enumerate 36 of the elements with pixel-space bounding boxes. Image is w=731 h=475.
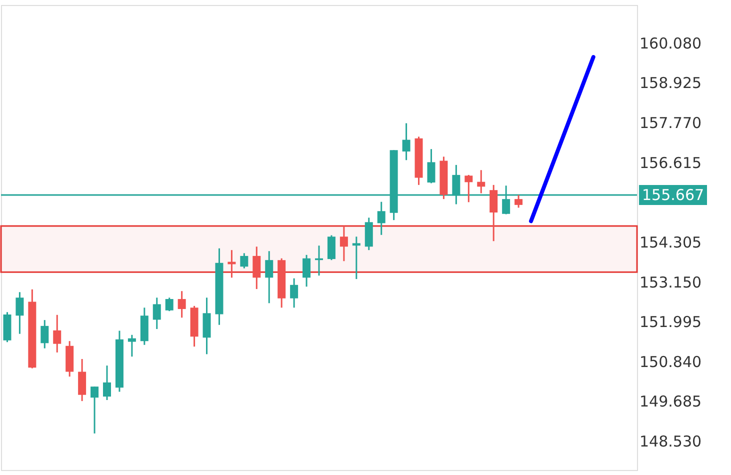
candlestick	[340, 225, 348, 262]
candlestick	[40, 319, 49, 350]
y-tick-label: 157.770	[640, 114, 702, 132]
candlestick	[302, 254, 311, 288]
candlestick	[290, 278, 298, 308]
candlestick	[352, 236, 360, 280]
candlestick	[327, 234, 336, 261]
candlestick	[514, 194, 523, 208]
candlestick	[103, 364, 111, 401]
candlestick	[16, 291, 24, 335]
candlestick	[477, 169, 486, 194]
candlestick	[240, 252, 248, 270]
candlestick	[152, 296, 161, 330]
y-tick-label: 156.615	[640, 154, 702, 172]
y-tick-label: 148.530	[640, 432, 702, 451]
y-tick-label: 154.305	[640, 233, 702, 252]
candlestick	[464, 174, 473, 203]
candlestick	[265, 250, 274, 304]
candlestick	[490, 184, 498, 242]
y-tick-label: 150.840	[640, 352, 702, 371]
candlestick	[377, 201, 386, 236]
candlestick	[427, 148, 436, 184]
candlestick	[252, 246, 261, 290]
candlestick	[178, 290, 186, 318]
ref-line-label: 155.667	[642, 186, 704, 204]
candlestick	[165, 296, 174, 312]
y-tick-label: 149.685	[640, 392, 702, 411]
candlestick	[402, 122, 410, 161]
candlestick	[128, 334, 136, 358]
candlestick	[53, 314, 62, 354]
y-tick-label: 153.150	[640, 273, 702, 292]
y-tick-label: 158.925	[640, 74, 702, 92]
y-tick-label: 151.995	[640, 313, 702, 332]
y-tick-label: 160.080	[640, 34, 702, 52]
candlestick	[90, 386, 99, 434]
candlestick	[78, 358, 86, 402]
